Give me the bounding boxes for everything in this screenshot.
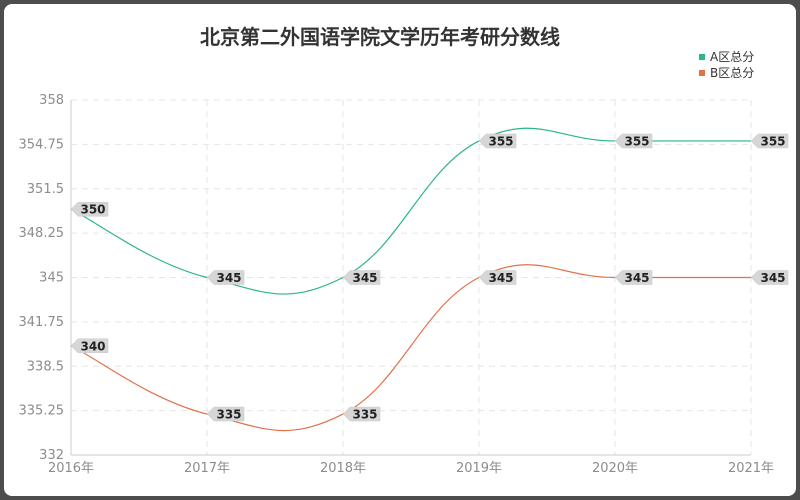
y-tick-label: 345	[39, 271, 64, 286]
y-tick-label: 335.25	[19, 404, 65, 419]
data-label: 355	[614, 133, 653, 149]
legend-item[interactable]: A区总分	[699, 50, 754, 64]
data-label-tag	[478, 270, 517, 285]
legend[interactable]: A区总分 B区总分	[690, 46, 772, 84]
data-label-text: 350	[80, 203, 105, 217]
y-tick-label: 341.75	[19, 315, 65, 330]
x-tick-label: 2017年	[184, 461, 230, 476]
data-label: 345	[478, 270, 517, 285]
legend-box	[690, 46, 772, 84]
y-tick-label: 358	[39, 93, 64, 108]
data-label-tag	[750, 133, 789, 149]
data-label-tag	[614, 270, 653, 285]
y-tick-label: 332	[39, 448, 64, 463]
legend-swatch	[699, 70, 705, 76]
series-line	[70, 127, 751, 295]
legend-label: A区总分	[710, 50, 754, 64]
data-label-text: 335	[216, 408, 241, 422]
data-label-text: 355	[624, 134, 649, 148]
legend-label: B区总分	[710, 66, 754, 80]
y-tick-label: 348.25	[19, 226, 65, 241]
data-label: 335	[206, 406, 245, 422]
data-labels: 350 345 345 355 355 355 340 335 335 345 345 345	[70, 133, 789, 422]
data-label: 345	[614, 270, 653, 285]
data-label: 340	[70, 338, 109, 354]
data-label-tag	[206, 406, 245, 422]
data-label-tag	[342, 270, 381, 285]
data-label-tag	[342, 406, 381, 422]
data-label-text: 355	[488, 134, 513, 148]
data-label-text: 345	[216, 271, 241, 285]
y-tick-label: 338.5	[27, 359, 64, 374]
x-tick-label: 2019年	[456, 461, 502, 476]
y-tick-label: 351.5	[27, 182, 64, 197]
data-label-text: 335	[352, 408, 377, 422]
data-label-text: 345	[488, 271, 513, 285]
data-label-tag	[70, 338, 109, 354]
data-label: 355	[478, 133, 517, 149]
series-line	[70, 264, 751, 432]
data-label: 345	[206, 270, 245, 285]
data-label-text: 355	[760, 134, 785, 148]
data-label-tag	[70, 201, 109, 217]
x-tick-label: 2021年	[728, 461, 774, 476]
data-label-text: 345	[624, 271, 649, 285]
x-tick-label: 2016年	[48, 461, 94, 476]
data-label-text: 345	[352, 271, 377, 285]
data-label-tag	[206, 270, 245, 285]
chart-panel	[4, 4, 796, 496]
y-tick-label: 354.75	[19, 137, 65, 152]
data-label-tag	[750, 270, 789, 285]
chart-title: 北京第二外国语学院文学历年考研分数线	[200, 25, 560, 49]
x-tick-label: 2020年	[592, 461, 638, 476]
x-tick-label: 2018年	[320, 461, 366, 476]
data-label-tag	[478, 133, 517, 149]
data-label: 345	[342, 270, 381, 285]
data-label-tag	[614, 133, 653, 149]
data-label-text: 340	[80, 339, 105, 353]
data-label: 355	[750, 133, 789, 149]
data-label: 335	[342, 406, 381, 422]
axes: 332 335.25 338.5 341.75 345 348.25 351.5 354.75…	[19, 93, 775, 476]
legend-swatch	[699, 54, 705, 60]
data-label: 345	[750, 270, 789, 285]
data-label: 350	[70, 201, 109, 217]
legend-item[interactable]: B区总分	[699, 66, 754, 80]
data-label-text: 345	[760, 271, 785, 285]
